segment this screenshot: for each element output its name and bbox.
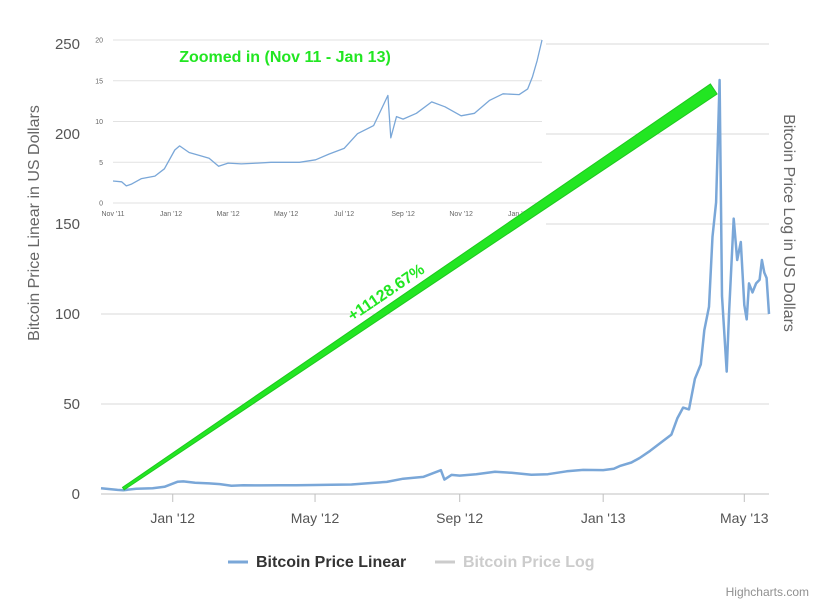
inset-x-tick-label: Jan '13 — [508, 211, 530, 218]
inset-x-tick-label: Jul '12 — [334, 211, 354, 218]
growth-arrow — [121, 83, 718, 491]
legend-label-linear: Bitcoin Price Linear — [256, 554, 406, 571]
main-y-tick-label: 50 — [63, 396, 80, 413]
legend-item-log[interactable]: Bitcoin Price Log — [435, 554, 595, 571]
main-x-tick-label: May '12 — [291, 510, 340, 526]
inset-y-tick-label: 5 — [99, 160, 103, 167]
inset-x-axis-ticks: Nov '11 Jan '12 Mar '12 May '12 Jul '12 Sep '… — [102, 211, 531, 218]
inset-grid — [113, 39, 542, 204]
main-x-tick-label: May '13 — [720, 510, 769, 526]
inset-y-tick-label: 20 — [95, 38, 103, 45]
main-y-tick-label: 200 — [55, 126, 80, 143]
main-y-tick-label: 250 — [55, 36, 80, 53]
inset-x-tick-label: Mar '12 — [217, 211, 240, 218]
inset-x-tick-label: Sep '12 — [391, 211, 415, 218]
legend: Bitcoin Price Linear Bitcoin Price Log — [228, 554, 595, 571]
inset-x-tick-label: Jan '12 — [160, 211, 182, 218]
main-series — [100, 78, 771, 492]
legend-label-log: Bitcoin Price Log — [463, 554, 595, 571]
inset-x-tick-label: Nov '11 — [102, 211, 125, 218]
main-y-tick-label: 150 — [55, 216, 80, 233]
inset-x-tick-label: May '12 — [274, 211, 298, 218]
main-x-tick-label: Jan '13 — [581, 510, 626, 526]
series-line-linear — [100, 78, 771, 492]
inset-y-tick-label: 10 — [95, 119, 103, 126]
inset-series-line — [112, 39, 543, 187]
right-axis-title: Bitcoin Price Log in US Dollars — [780, 114, 797, 332]
main-x-tick-label: Sep '12 — [436, 510, 483, 526]
inset-y-tick-label: 0 — [99, 201, 103, 208]
main-x-tick-label: Jan '12 — [150, 510, 195, 526]
left-axis-title: Bitcoin Price Linear in US Dollars — [26, 105, 43, 341]
main-y-axis-ticks: 0 50 100 150 200 250 — [55, 36, 80, 503]
inset-y-tick-label: 15 — [95, 78, 103, 85]
main-y-tick-label: 100 — [55, 306, 80, 323]
main-y-tick-label: 0 — [72, 486, 80, 503]
legend-item-linear[interactable]: Bitcoin Price Linear — [228, 554, 406, 571]
credits-link[interactable]: Highcharts.com — [726, 585, 809, 599]
inset-background — [96, 30, 546, 225]
inset-title: Zoomed in (Nov 11 - Jan 13) — [179, 49, 391, 66]
inset-y-axis-ticks: 0 5 10 15 20 — [95, 38, 103, 208]
main-x-axis-ticks: Jan '12 May '12 Sep '12 Jan '13 May '13 — [150, 494, 769, 526]
inset-series — [112, 39, 543, 187]
zoomed-inset: 0 5 10 15 20 Nov '11 Jan '12 Mar '12 May '12 Jul… — [95, 30, 546, 225]
inset-x-tick-label: Nov '12 — [449, 211, 473, 218]
